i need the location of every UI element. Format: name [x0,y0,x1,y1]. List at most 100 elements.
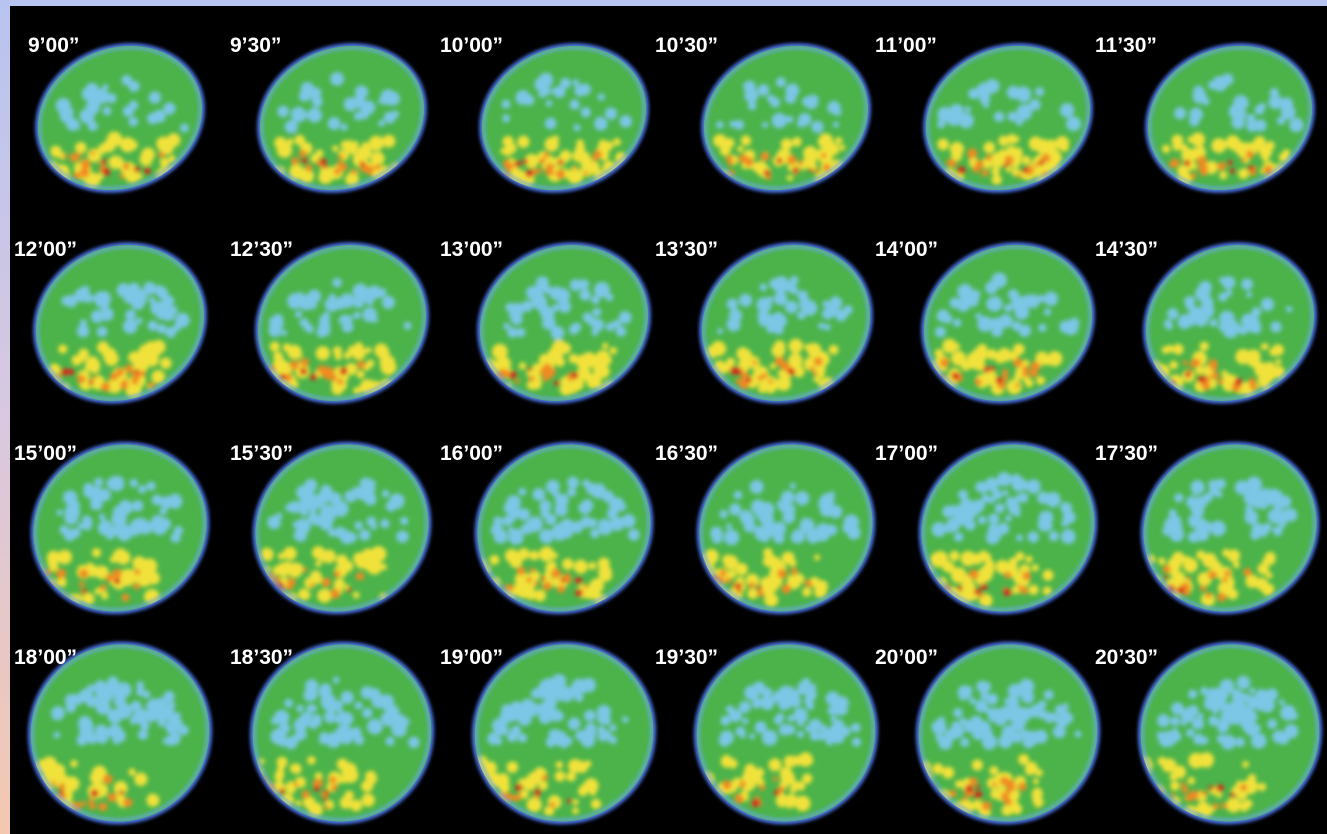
yellow-spot [517,136,529,148]
blue-spot [336,724,352,740]
blue-spot [986,297,1000,311]
red-spot [83,589,88,594]
yellow-spot [835,137,842,144]
blue-spot [938,736,952,750]
blue-spot [1250,492,1261,503]
yellow-spot [1046,139,1057,150]
blue-spot [573,124,580,131]
blue-spot [308,290,322,304]
yellow-spot [1166,345,1174,353]
orange-spot [51,781,55,785]
blue-spot [284,699,293,708]
orange-spot [291,157,299,165]
orange-spot [375,164,381,170]
blue-spot [739,510,753,524]
orange-spot [975,379,982,386]
orange-spot [1022,366,1029,373]
yellow-spot [776,794,789,807]
blue-spot [1235,737,1245,747]
orange-spot [93,375,97,379]
orange-spot [821,153,826,158]
blue-spot [289,501,301,513]
blue-spot [1192,717,1204,729]
blue-spot [77,325,90,338]
time-label: 20’00” [875,646,938,669]
blue-spot [988,497,995,504]
blue-spot [495,723,508,736]
blue-spot [93,686,99,692]
blue-spot [1023,695,1030,702]
blue-spot [366,479,376,489]
blue-spot [308,513,319,524]
blue-spot [552,524,567,539]
blue-spot [539,494,545,500]
orange-spot [305,164,312,171]
blue-spot [609,736,617,744]
orange-spot [1184,590,1190,596]
yellow-spot [336,554,348,566]
blue-spot [989,529,1002,542]
blue-spot [1019,324,1032,337]
orange-spot [351,169,357,175]
orange-spot [1188,791,1198,801]
yellow-spot [961,551,976,566]
blue-spot [136,681,144,689]
blue-spot [575,730,585,740]
blue-spot [797,119,805,127]
orange-spot [546,163,554,171]
orange-spot [81,159,91,169]
blue-spot [969,697,976,704]
red-spot [114,578,120,584]
yellow-spot [49,562,58,571]
yellow-spot [88,565,100,577]
yellow-spot [527,380,536,389]
blue-spot [401,718,410,727]
orange-spot [543,582,552,591]
blue-spot [318,320,330,332]
red-spot [554,381,559,386]
yellow-spot [937,139,949,151]
blue-spot [985,729,993,737]
yellow-spot [295,800,301,806]
blue-spot [138,717,148,727]
yellow-spot [332,145,339,152]
yellow-spot [1245,575,1258,588]
blue-spot [935,327,946,338]
yellow-spot [1007,379,1022,394]
blue-spot [128,117,138,127]
yellow-spot [566,772,576,782]
blue-spot [1024,730,1030,736]
yellow-spot [594,353,606,365]
yellow-spot [316,346,330,360]
blue-spot [1203,493,1212,502]
yellow-spot [1002,805,1013,816]
blue-spot [1050,713,1059,722]
blue-spot [748,101,757,110]
blue-spot [717,328,723,334]
orange-spot [286,583,293,590]
yellow-spot [1039,354,1045,360]
blue-spot [568,688,574,694]
red-spot [1216,784,1224,792]
red-spot [776,158,782,164]
blue-spot [590,529,600,539]
orange-spot [77,375,86,384]
yellow-spot [1172,142,1180,150]
yellow-spot [764,593,778,607]
yellow-spot [527,797,542,812]
blue-spot [1248,477,1262,491]
orange-spot [1221,803,1227,809]
blue-spot [1038,324,1046,332]
red-spot [102,168,110,176]
yellow-spot [763,554,776,567]
blue-spot [1035,87,1044,96]
orange-spot [1213,803,1219,809]
yellow-spot [291,764,302,775]
blue-spot [1037,492,1049,504]
blue-spot [1044,308,1051,315]
time-label: 17’30” [1095,442,1158,465]
orange-spot [294,782,299,787]
orange-spot [1210,363,1218,371]
blue-spot [329,492,342,505]
blue-spot [780,728,787,735]
